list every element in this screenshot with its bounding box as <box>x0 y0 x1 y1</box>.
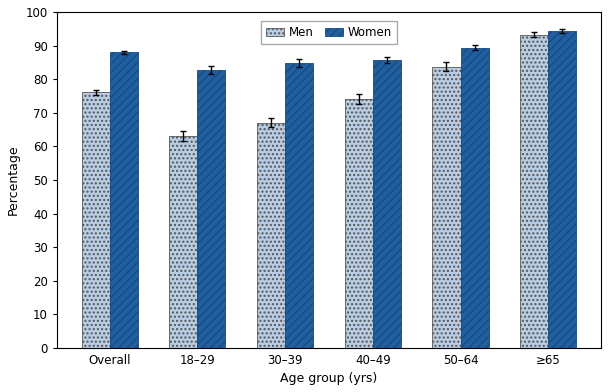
Bar <box>257 123 285 348</box>
Legend: Men, Women: Men, Women <box>261 21 396 44</box>
Bar <box>345 99 373 348</box>
Bar <box>285 63 313 348</box>
Bar <box>548 31 576 348</box>
Bar <box>520 35 548 348</box>
Bar <box>81 92 109 348</box>
X-axis label: Age group (yrs): Age group (yrs) <box>280 372 378 385</box>
Bar <box>109 52 137 348</box>
Bar <box>373 60 401 348</box>
Bar <box>198 71 226 348</box>
Bar <box>432 67 460 348</box>
Bar <box>169 136 198 348</box>
Y-axis label: Percentage: Percentage <box>7 145 20 215</box>
Bar <box>460 47 489 348</box>
